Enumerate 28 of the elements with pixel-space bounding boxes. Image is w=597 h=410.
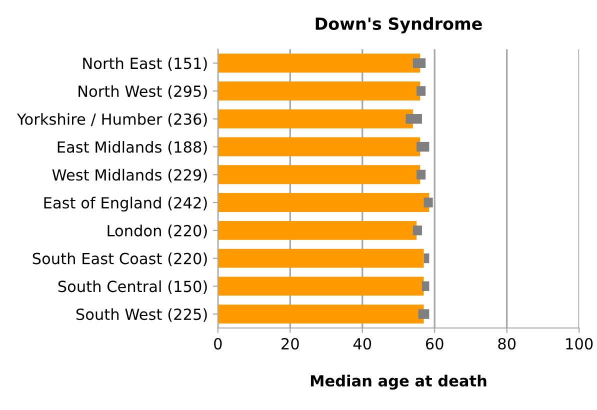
bar bbox=[218, 276, 424, 296]
bar bbox=[218, 220, 417, 240]
x-tick-label: 100 bbox=[566, 338, 593, 350]
bar bbox=[218, 54, 420, 73]
bar bbox=[218, 193, 430, 212]
bar bbox=[218, 82, 420, 100]
y-tick-label: East of England (242) bbox=[44, 196, 207, 212]
x-tick-label: 20 bbox=[282, 338, 299, 350]
bar bbox=[218, 165, 420, 184]
y-tick-label: North West (295) bbox=[78, 85, 207, 99]
y-tick-label: East Midlands (188) bbox=[58, 140, 207, 155]
y-tick-label: West Midlands (229) bbox=[52, 168, 207, 182]
x-tick-label: 40 bbox=[353, 338, 372, 350]
bar bbox=[218, 304, 424, 324]
x-tick-label: 60 bbox=[426, 338, 444, 350]
y-tick-label: London (220) bbox=[108, 224, 207, 238]
x-tick-label: 0 bbox=[214, 338, 222, 350]
bar bbox=[218, 137, 420, 156]
bar bbox=[218, 248, 424, 268]
y-tick-label: South East Coast (220) bbox=[32, 252, 207, 266]
y-tick-label: Yorkshire / Humber (236) bbox=[16, 113, 207, 127]
x-tick-label: 80 bbox=[498, 338, 516, 350]
x-axis-title: Median age at death bbox=[310, 374, 486, 390]
y-tick-label: North East (151) bbox=[83, 57, 207, 71]
y-tick-label: South Central (150) bbox=[58, 280, 207, 294]
y-tick-label: South West (225) bbox=[76, 308, 207, 322]
chart-title: Down's Syndrome bbox=[316, 17, 482, 34]
bar bbox=[218, 109, 413, 128]
